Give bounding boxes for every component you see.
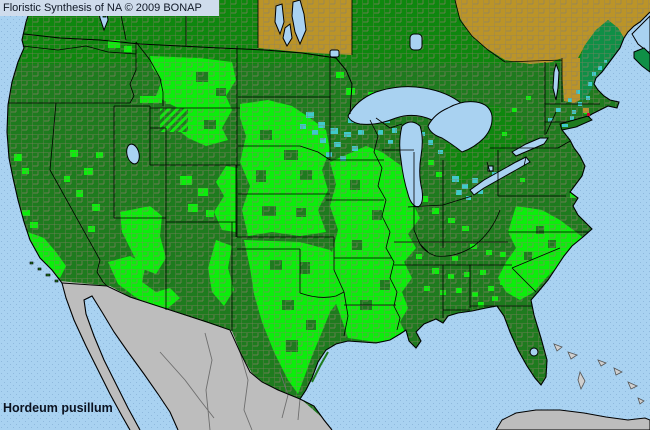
st-lawrence-estuary xyxy=(631,15,650,53)
coastline xyxy=(6,0,650,430)
lake-erie xyxy=(469,156,531,196)
species-name-label: Hordeum pusillum xyxy=(3,401,113,415)
lake-michigan xyxy=(399,121,423,208)
lake-of-the-woods xyxy=(329,49,340,58)
lake-huron xyxy=(427,101,493,153)
lake-st-clair xyxy=(487,165,494,172)
lake-manitoba xyxy=(282,23,293,48)
lake-champlain xyxy=(552,62,560,101)
great-salt-lake xyxy=(126,143,140,165)
map-attribution: Floristic Synthesis of NA © 2009 BONAP xyxy=(0,0,219,16)
texas-barrier-islands xyxy=(311,351,329,383)
lake-winnipegosis xyxy=(274,3,285,36)
nova-scotia xyxy=(633,47,650,73)
lake-winnipeg xyxy=(291,0,307,46)
long-island-teal-tip xyxy=(562,124,568,127)
mexico-region xyxy=(40,280,336,430)
channel-islands xyxy=(29,261,59,283)
rare-record-dot xyxy=(587,113,590,116)
lake-okeechobee xyxy=(529,347,539,357)
cuba xyxy=(495,409,650,430)
lake-ontario xyxy=(511,137,549,157)
us-canada-border xyxy=(23,33,353,115)
us-mexico-border xyxy=(61,282,301,400)
lake-nipigon xyxy=(409,33,423,51)
bahamas xyxy=(553,343,645,405)
